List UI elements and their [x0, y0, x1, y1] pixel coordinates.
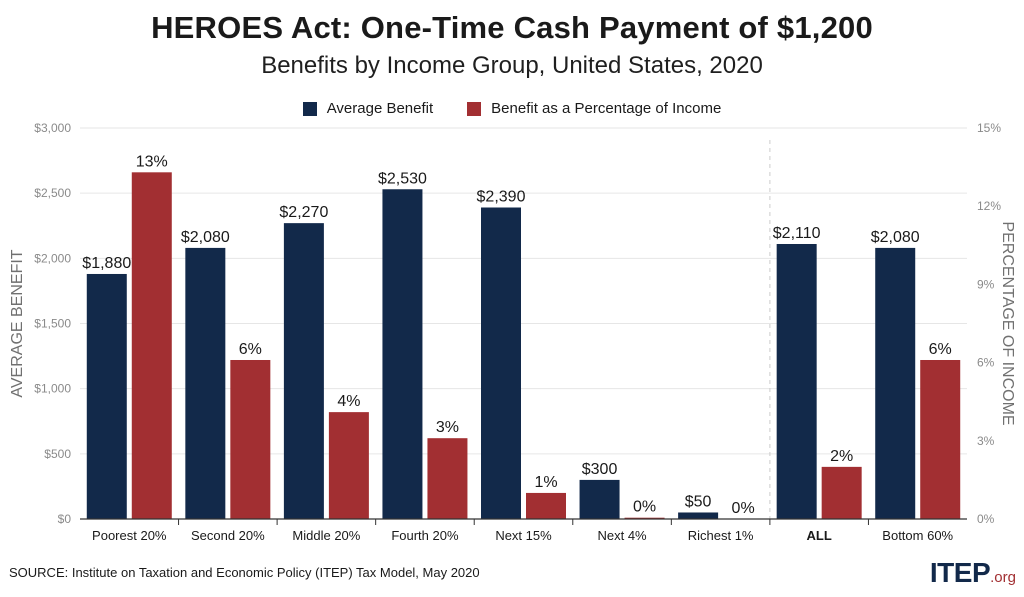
- bar-benefit-percentage: [131, 172, 172, 519]
- data-label-average-benefit: $2,110: [773, 225, 821, 242]
- bar-average-benefit: [776, 243, 817, 519]
- itep-logo: ITEP.org: [930, 557, 1016, 589]
- bar-benefit-percentage: [526, 492, 566, 519]
- category-label: Middle 20%: [292, 528, 360, 543]
- bar-benefit-percentage: [427, 438, 468, 519]
- y2-tick-label: 15%: [977, 121, 1001, 135]
- legend: Average Benefit Benefit as a Percentage …: [0, 100, 1024, 117]
- chart-subtitle: Benefits by Income Group, United States,…: [261, 52, 763, 79]
- chart-title: HEROES Act: One-Time Cash Payment of $1,…: [151, 10, 873, 45]
- category-label: Richest 1%: [688, 528, 754, 543]
- y2-tick-label: 12%: [977, 199, 1001, 213]
- data-label-average-benefit: $2,080: [181, 229, 230, 246]
- bar-average-benefit: [481, 207, 521, 519]
- data-label-benefit-percentage: 2%: [830, 448, 853, 465]
- bar-average-benefit: [185, 247, 226, 519]
- bar-average-benefit: [86, 273, 127, 519]
- logo-main: ITEP: [929, 557, 991, 588]
- legend-label-average-benefit: Average Benefit: [326, 100, 434, 117]
- category-label: Bottom 60%: [882, 528, 953, 543]
- category-label: Poorest 20%: [92, 528, 167, 543]
- bar-average-benefit: [875, 247, 916, 519]
- category-label: Next 15%: [495, 528, 552, 543]
- legend-label-benefit-percentage: Benefit as a Percentage of Income: [491, 100, 722, 117]
- y-tick-label: $2,500: [34, 186, 71, 200]
- y-tick-label: $2,000: [34, 251, 71, 265]
- category-label: Second 20%: [191, 528, 265, 543]
- bar-average-benefit: [283, 223, 324, 520]
- bar-benefit-percentage: [624, 517, 665, 519]
- data-label-average-benefit: $2,270: [279, 204, 328, 221]
- y2-tick-label: 9%: [977, 277, 995, 291]
- y-tick-label: $3,000: [34, 121, 71, 135]
- data-label-benefit-percentage: 3%: [436, 419, 459, 436]
- legend-item-benefit-percentage: Benefit as a Percentage of Income: [467, 100, 721, 117]
- data-label-benefit-percentage: 13%: [136, 153, 168, 170]
- data-label-average-benefit: $50: [685, 493, 712, 510]
- bar-benefit-percentage: [328, 412, 369, 519]
- bar-average-benefit: [382, 189, 423, 520]
- data-label-benefit-percentage: 0%: [633, 499, 656, 516]
- bar-average-benefit: [579, 479, 620, 519]
- y2-tick-label: 6%: [977, 356, 995, 370]
- bar-benefit-percentage: [230, 359, 271, 519]
- bar-benefit-percentage: [920, 359, 961, 519]
- bar-average-benefit: [678, 512, 719, 519]
- data-label-average-benefit: $1,880: [82, 255, 131, 272]
- y2-tick-label: 3%: [977, 434, 995, 448]
- y-tick-label: $500: [44, 447, 71, 461]
- legend-item-average-benefit: Average Benefit: [302, 100, 434, 117]
- category-label: Fourth 20%: [391, 528, 459, 543]
- data-label-benefit-percentage: 1%: [534, 474, 557, 491]
- logo-suffix: .org: [990, 569, 1016, 586]
- data-label-average-benefit: $300: [582, 461, 618, 478]
- y-tick-label: $1,500: [34, 317, 71, 331]
- y2-axis-label: PERCENTAGE OF INCOME: [999, 221, 1016, 425]
- category-label: Next 4%: [597, 528, 647, 543]
- legend-swatch-red: [467, 101, 482, 116]
- legend-swatch-navy: [302, 101, 317, 116]
- data-label-average-benefit: $2,080: [871, 229, 920, 246]
- y-tick-label: $1,000: [34, 382, 71, 396]
- category-label: ALL: [807, 528, 832, 543]
- y2-tick-label: 0%: [977, 512, 995, 526]
- data-label-average-benefit: $2,390: [477, 189, 526, 206]
- source-note: SOURCE: Institute on Taxation and Econom…: [9, 565, 480, 580]
- data-label-average-benefit: $2,530: [378, 170, 427, 187]
- data-label-benefit-percentage: 6%: [929, 341, 952, 358]
- data-label-benefit-percentage: 6%: [239, 341, 262, 358]
- data-label-benefit-percentage: 0%: [732, 500, 755, 517]
- y-tick-label: $0: [58, 512, 72, 526]
- bar-benefit-percentage: [821, 466, 862, 519]
- data-label-benefit-percentage: 4%: [337, 393, 360, 410]
- y-axis-label: AVERAGE BENEFIT: [9, 249, 26, 397]
